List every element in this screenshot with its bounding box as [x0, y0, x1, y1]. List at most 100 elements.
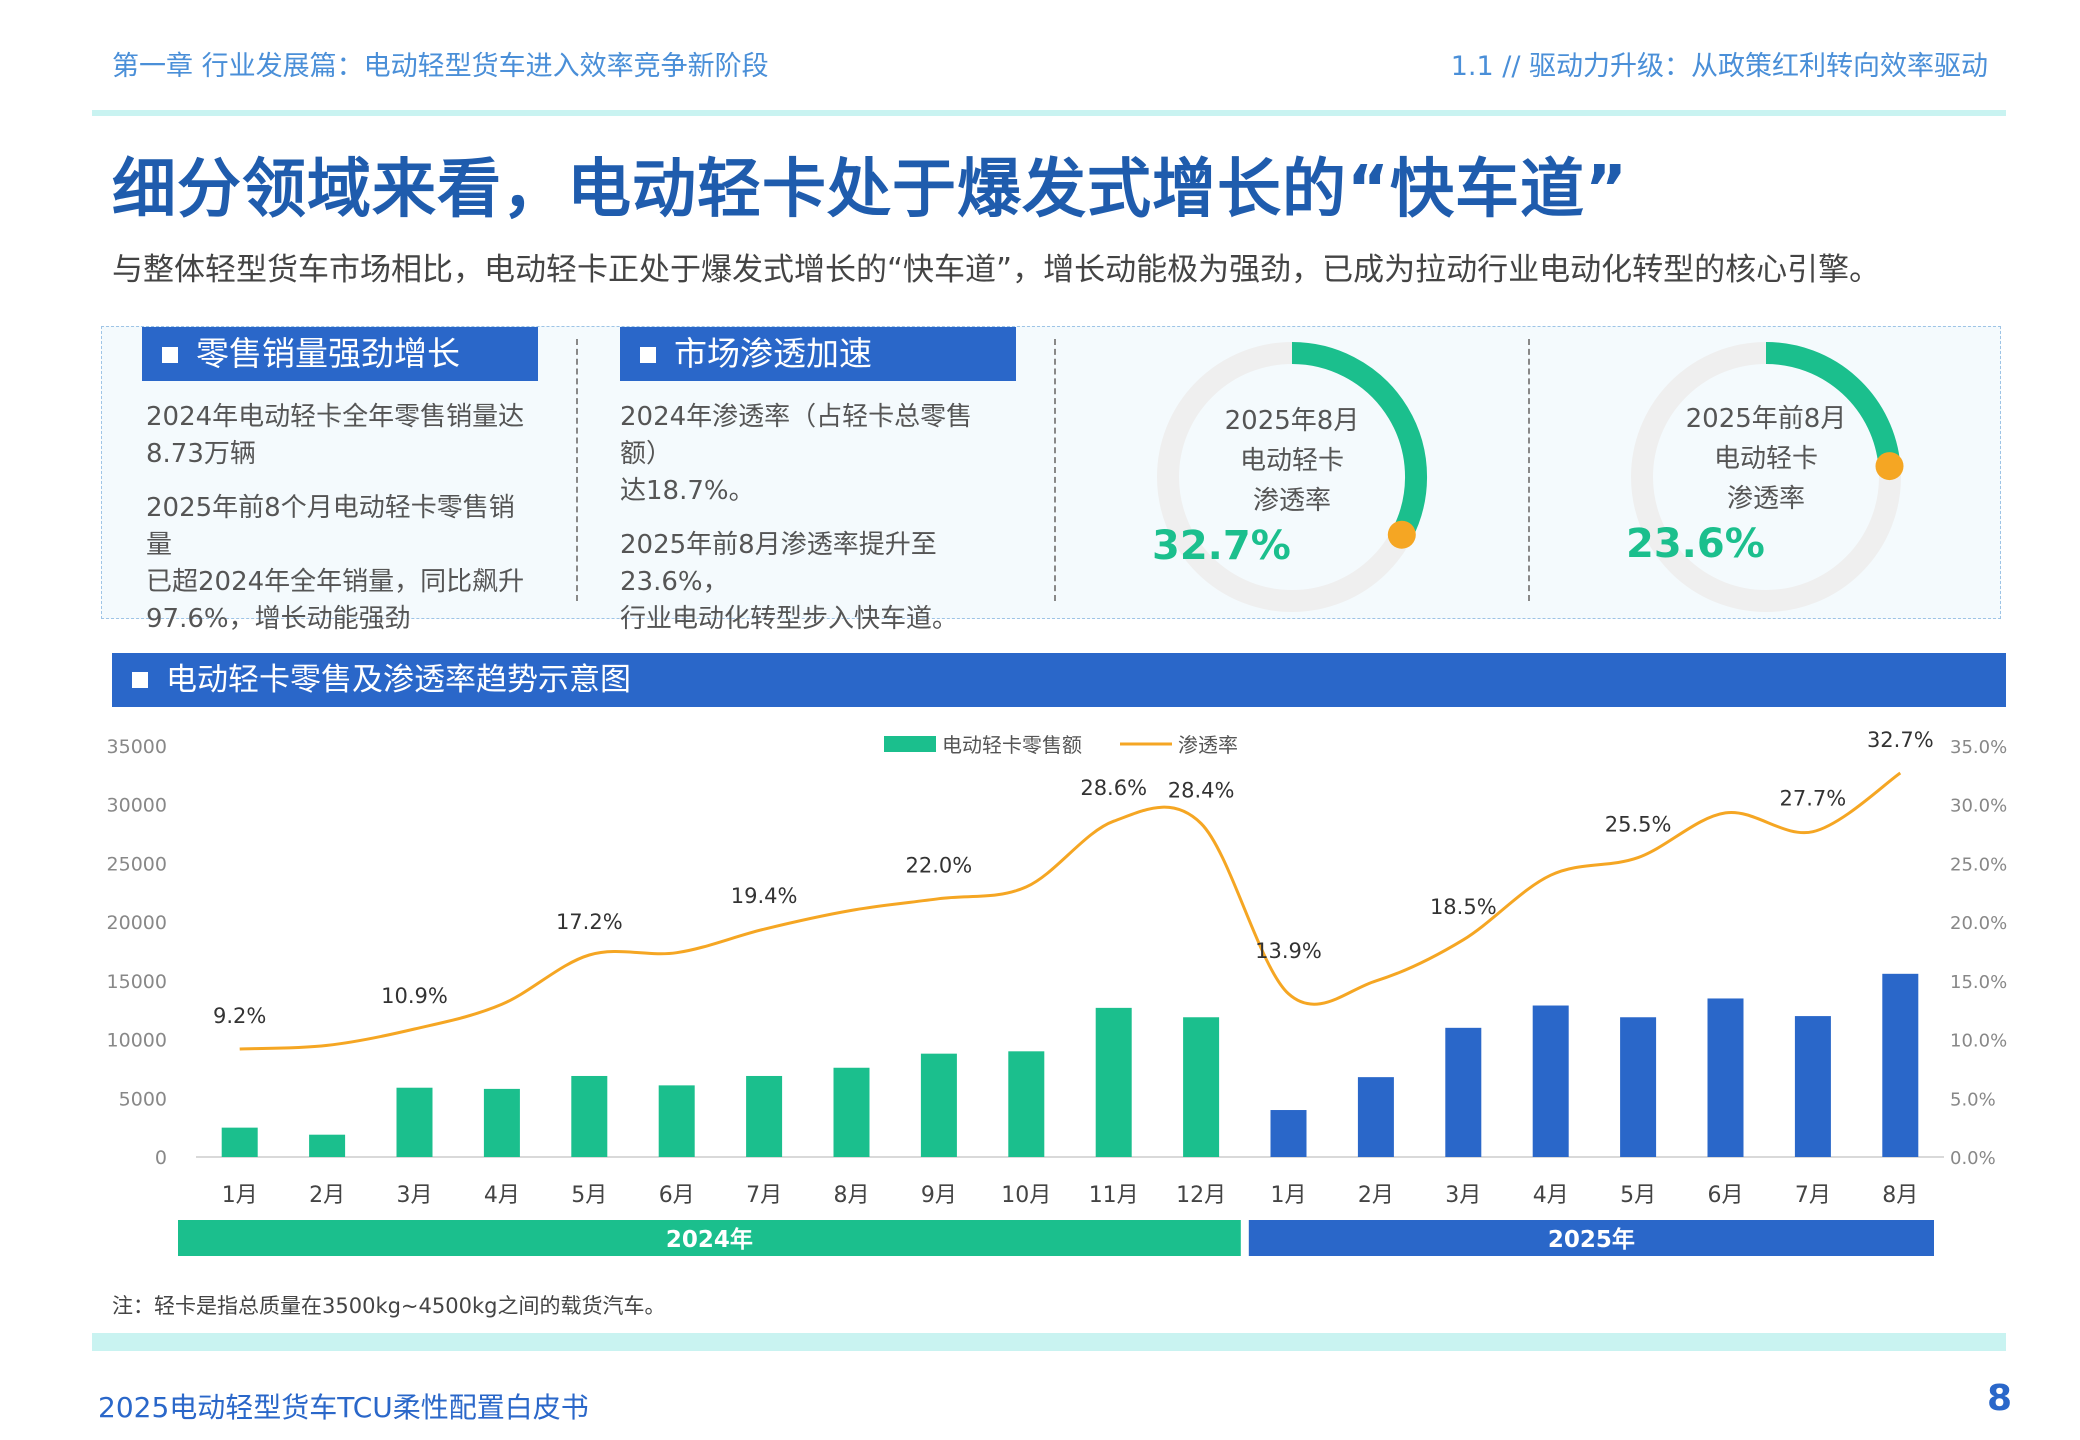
donut-label: 2025年前8月 电动轻卡 渗透率 23.6%: [1626, 399, 1906, 569]
x-axis-tick: 7月: [746, 1183, 782, 1208]
line-data-label: 10.9%: [381, 984, 448, 1008]
divider: [1528, 339, 1530, 601]
donut-value: 32.7%: [1152, 523, 1291, 569]
divider: [1054, 339, 1056, 601]
bar: [221, 1127, 258, 1157]
bar: [396, 1087, 433, 1157]
left-axis-tick: 5000: [119, 1088, 167, 1110]
right-axis-tick: 20.0%: [1950, 913, 2007, 934]
page-number: 8: [1986, 1378, 2012, 1419]
donut-chart: [1631, 342, 1904, 612]
donut-aug: 2025年8月 电动轻卡 渗透率 32.7%: [1152, 337, 1432, 617]
footnote: 注：轻卡是指总质量在3500kg~4500kg之间的载货汽车。: [112, 1294, 666, 1318]
chapter-label: 第一章 行业发展篇：电动轻型货车进入效率竞争新阶段: [112, 51, 769, 82]
year-band: [178, 1220, 1241, 1256]
donut-chart: [1157, 342, 1427, 612]
bar: [1882, 973, 1919, 1157]
bar: [309, 1134, 346, 1157]
page-subtitle: 与整体轻型货车市场相比，电动轻卡正处于爆发式增长的“快车道”，增长动能极为强劲，…: [112, 252, 1881, 288]
x-axis-tick: 6月: [659, 1183, 695, 1208]
right-axis-tick: 5.0%: [1950, 1089, 1996, 1110]
right-axis-tick: 15.0%: [1950, 972, 2007, 993]
bar: [1707, 998, 1744, 1157]
bar: [571, 1075, 608, 1157]
x-axis-tick: 1月: [1271, 1183, 1307, 1208]
donut-end-marker: [1387, 520, 1416, 549]
line-data-label: 17.2%: [556, 910, 623, 934]
bar: [833, 1067, 870, 1157]
penetration-card: 市场渗透加速 2024年渗透率（占轻卡总零售额） 达18.7%。 2025年前8月…: [620, 327, 1016, 638]
left-axis-tick: 15000: [107, 971, 167, 993]
penetration-line: [239, 771, 1902, 1051]
line-data-label: 27.7%: [1780, 787, 1847, 811]
x-axis-tick: 1月: [222, 1183, 258, 1208]
card-paragraph: 2024年电动轻卡全年零售销量达 8.73万辆: [146, 402, 525, 469]
card-heading: 零售销量强劲增长: [142, 327, 538, 381]
section-label: 1.1 // 驱动力升级：从政策红利转向效率驱动: [1450, 51, 1988, 82]
right-axis-tick: 30.0%: [1950, 796, 2007, 817]
document-title: 2025电动轻型货车TCU柔性配置白皮书: [98, 1391, 589, 1424]
x-axis-tick: 5月: [571, 1183, 607, 1208]
retail-card: 零售销量强劲增长 2024年电动轻卡全年零售销量达 8.73万辆 2025年前8个…: [142, 327, 538, 638]
legend-line-label: 渗透率: [1178, 733, 1238, 757]
square-bullet-icon: [640, 347, 656, 363]
bar: [483, 1088, 520, 1157]
right-axis-tick: 10.0%: [1950, 1031, 2007, 1052]
bar: [1357, 1077, 1394, 1157]
bar: [1095, 1007, 1132, 1157]
year-band-label: 2025年: [1548, 1226, 1635, 1253]
footer-divider: [92, 1333, 2006, 1351]
x-axis-tick: 5月: [1620, 1183, 1656, 1208]
line-data-label: 22.0%: [906, 854, 973, 878]
header-divider: [92, 110, 2006, 116]
sales-penetration-chart: 0 5000 10000 15000 20000 25000 30000 35000 0.0% 5…: [107, 728, 2007, 1256]
x-axis-tick: 9月: [921, 1183, 957, 1208]
donut-value: 23.6%: [1626, 521, 1765, 567]
bar: [1620, 1017, 1657, 1157]
divider: [576, 339, 578, 601]
left-axis-tick: 0: [155, 1147, 167, 1169]
bar: [1270, 1110, 1307, 1157]
left-axis-tick: 30000: [107, 795, 167, 817]
x-axis-tick: 8月: [1882, 1183, 1918, 1208]
bar: [920, 1053, 957, 1157]
line-data-label: 18.5%: [1430, 895, 1497, 919]
x-axis-tick: 4月: [1533, 1183, 1569, 1208]
line-data-label: 28.4%: [1168, 779, 1235, 803]
x-axis-tick: 10月: [1001, 1183, 1051, 1208]
line-data-label: 9.2%: [213, 1004, 266, 1028]
x-axis-tick: 2月: [309, 1183, 345, 1208]
line-data-label: 32.7%: [1867, 728, 1934, 752]
line-data-label: 13.9%: [1255, 939, 1322, 963]
year-band-label: 2024年: [666, 1226, 753, 1253]
card-body: 2024年电动轻卡全年零售销量达 8.73万辆 2025年前8个月电动轻卡零售销量…: [142, 399, 538, 638]
bar: [1794, 1016, 1831, 1157]
bar: [746, 1075, 783, 1157]
highlights-panel: 零售销量强劲增长 2024年电动轻卡全年零售销量达 8.73万辆 2025年前8个…: [101, 326, 2001, 634]
donut-ytd: 2025年前8月 电动轻卡 渗透率 23.6%: [1626, 337, 1906, 617]
bar: [1532, 1005, 1569, 1157]
card-paragraph: 2024年渗透率（占轻卡总零售额） 达18.7%。: [620, 402, 973, 506]
bar: [1183, 1017, 1220, 1157]
x-axis-tick: 4月: [484, 1183, 520, 1208]
donut-arc: [1291, 342, 1427, 540]
line-data-label: 28.6%: [1080, 776, 1147, 800]
x-axis-tick: 11月: [1089, 1183, 1139, 1208]
chart-section-heading: 电动轻卡零售及渗透率趋势示意图: [112, 653, 2006, 707]
x-axis-tick: 7月: [1795, 1183, 1831, 1208]
donut-label: 2025年8月 电动轻卡 渗透率 32.7%: [1152, 401, 1432, 571]
bar: [1008, 1051, 1045, 1157]
x-axis-tick: 12月: [1176, 1183, 1226, 1208]
x-axis-tick: 2月: [1358, 1183, 1394, 1208]
line-data-label: 25.5%: [1605, 813, 1672, 837]
page-title: 细分领域来看，电动轻卡处于爆发式增长的“快车道”: [112, 153, 1629, 227]
donut-arc: [1765, 342, 1901, 468]
left-axis-tick: 20000: [107, 912, 167, 934]
bar: [658, 1085, 695, 1157]
card-paragraph: 2025年前8月渗透率提升至23.6%， 行业电动化转型步入快车道。: [620, 530, 959, 634]
bar: [1445, 1027, 1482, 1157]
left-axis-tick: 25000: [107, 853, 167, 875]
card-paragraph: 2025年前8个月电动轻卡零售销量 已超2024年全年销量，同比飙升 97.6%，增…: [146, 493, 525, 634]
line-data-label: 19.4%: [731, 884, 798, 908]
right-axis-tick: 0.0%: [1950, 1148, 1996, 1169]
